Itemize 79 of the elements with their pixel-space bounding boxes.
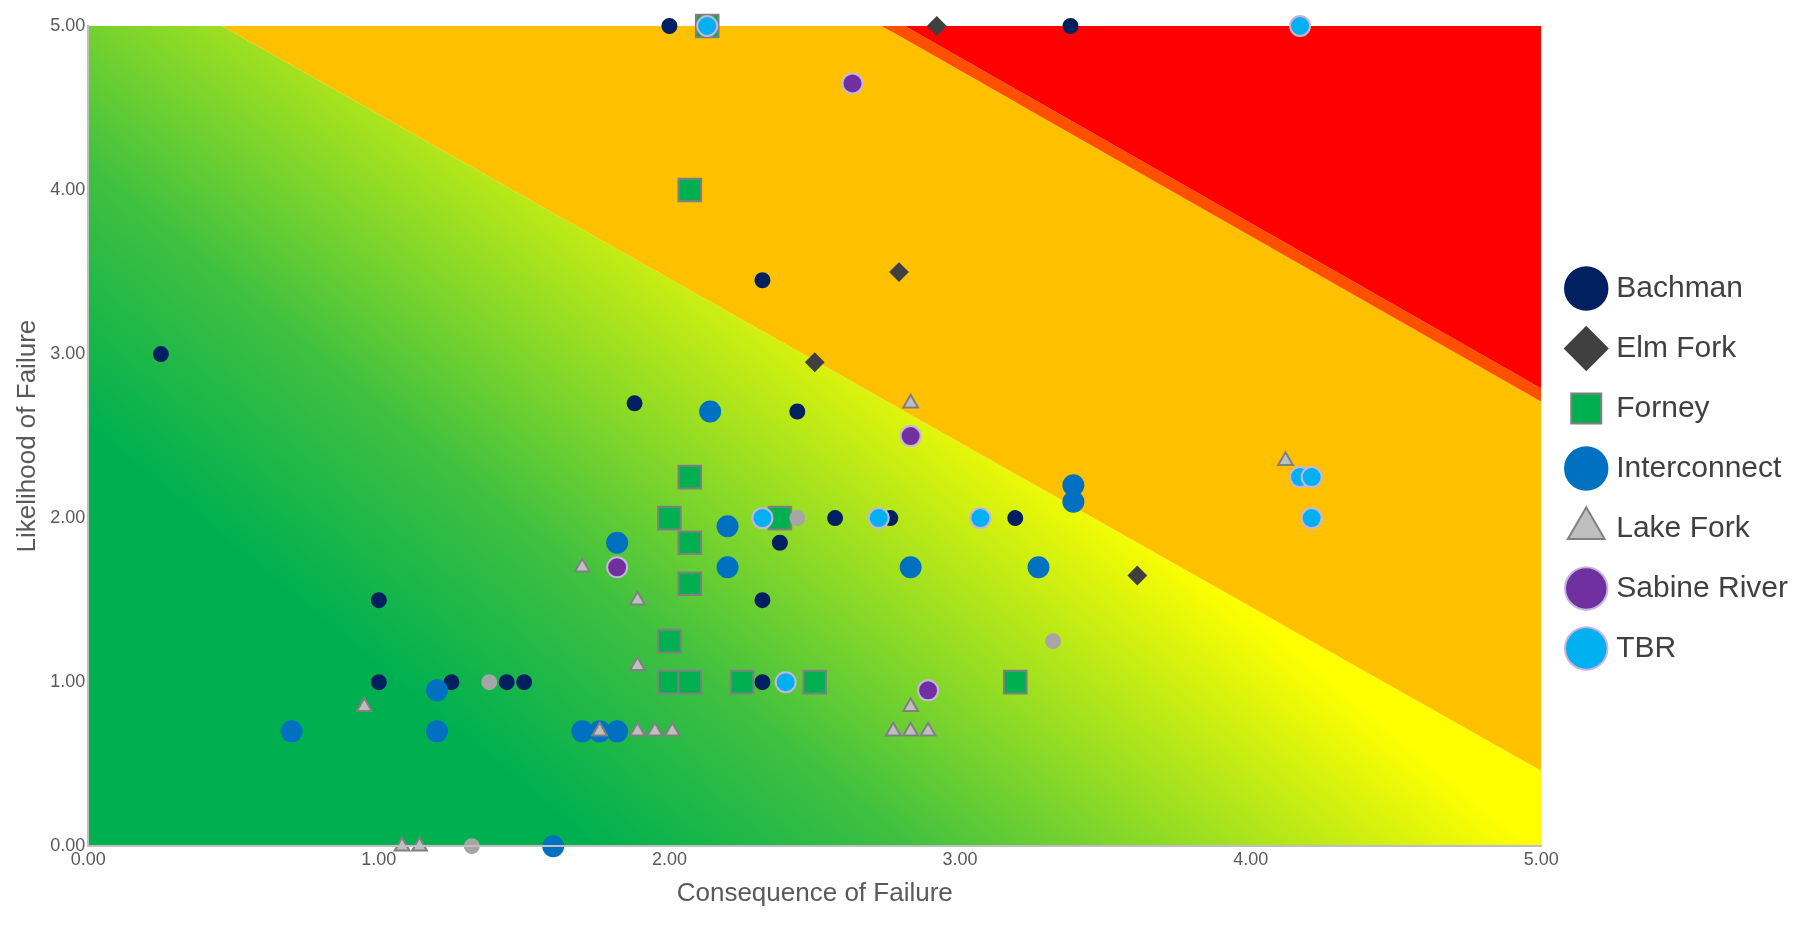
point xyxy=(754,674,771,691)
point xyxy=(841,72,864,95)
x-tick-label: 2.00 xyxy=(651,848,687,869)
point xyxy=(1002,669,1028,695)
point xyxy=(677,571,703,597)
point xyxy=(280,720,303,743)
point xyxy=(789,403,806,420)
point xyxy=(152,346,169,363)
point xyxy=(481,674,498,691)
point xyxy=(606,556,629,579)
point xyxy=(355,697,373,713)
point xyxy=(867,507,890,530)
point xyxy=(754,592,771,609)
legend-label: Elm Fork xyxy=(1616,329,1738,363)
point xyxy=(774,671,797,694)
point xyxy=(629,656,646,672)
legend-label: Sabine River xyxy=(1616,569,1789,603)
point xyxy=(677,464,703,490)
point xyxy=(802,669,828,695)
point xyxy=(927,16,947,36)
legend-label: Bachman xyxy=(1616,269,1743,303)
y-tick-label: 5.00 xyxy=(50,14,86,35)
point xyxy=(827,510,844,527)
point xyxy=(425,720,448,743)
point xyxy=(1007,510,1024,527)
y-tick-label: 3.00 xyxy=(50,343,86,364)
point xyxy=(370,674,387,691)
point xyxy=(677,530,703,556)
point xyxy=(899,425,922,448)
y-tick-label: 4.00 xyxy=(50,179,86,200)
point xyxy=(443,674,460,691)
point xyxy=(902,697,919,713)
legend-label: Lake Fork xyxy=(1616,509,1751,543)
point xyxy=(1289,15,1312,37)
point xyxy=(1045,633,1062,650)
x-tick-label: 5.00 xyxy=(1523,848,1559,869)
point xyxy=(716,515,739,538)
x-axis-title: Consequence of Failure xyxy=(676,876,953,907)
point xyxy=(1300,507,1323,530)
point xyxy=(754,272,771,289)
point xyxy=(657,628,682,654)
y-axis-title: Likelihood of Failure xyxy=(10,319,41,553)
point xyxy=(1062,18,1079,34)
point xyxy=(1300,466,1323,489)
point xyxy=(516,674,533,691)
y-tick-label: 1.00 xyxy=(50,671,86,692)
legend-label: Interconnect xyxy=(1616,449,1783,483)
point xyxy=(751,507,774,530)
x-tick-label: 1.00 xyxy=(361,848,397,869)
point xyxy=(771,534,788,551)
point xyxy=(917,679,940,702)
x-tick-label: 3.00 xyxy=(942,848,978,869)
point xyxy=(1127,566,1147,586)
point xyxy=(805,352,825,372)
point xyxy=(889,262,909,282)
point xyxy=(716,556,739,579)
legend-label: Forney xyxy=(1616,389,1710,423)
point xyxy=(571,720,594,743)
point xyxy=(661,18,678,34)
point xyxy=(606,720,629,743)
point xyxy=(699,400,722,423)
point xyxy=(542,835,565,858)
point xyxy=(370,592,387,609)
point xyxy=(498,674,515,691)
point xyxy=(626,395,643,412)
point xyxy=(677,177,703,203)
point xyxy=(789,510,806,527)
point xyxy=(969,507,992,530)
point xyxy=(677,669,703,695)
y-tick-label: 2.00 xyxy=(50,507,86,528)
x-tick-label: 4.00 xyxy=(1233,848,1269,869)
point xyxy=(1027,556,1050,579)
point xyxy=(606,531,629,554)
point xyxy=(729,669,755,695)
point xyxy=(1062,490,1085,513)
legend-label: TBR xyxy=(1616,629,1677,663)
point xyxy=(657,505,682,531)
point xyxy=(899,556,922,579)
point xyxy=(425,679,448,702)
